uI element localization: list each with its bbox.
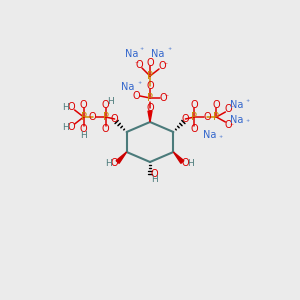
Text: ⁺: ⁺ bbox=[218, 134, 222, 142]
Polygon shape bbox=[173, 152, 184, 163]
Text: O: O bbox=[182, 158, 189, 168]
Text: H: H bbox=[62, 103, 69, 112]
Text: O: O bbox=[190, 100, 198, 110]
Text: ⁻: ⁻ bbox=[230, 103, 233, 112]
Text: ⁺: ⁺ bbox=[138, 80, 142, 88]
Text: P: P bbox=[147, 93, 153, 103]
Text: H: H bbox=[105, 158, 112, 167]
Polygon shape bbox=[148, 111, 152, 122]
Text: P: P bbox=[147, 71, 153, 81]
Text: H: H bbox=[107, 97, 114, 106]
Text: O: O bbox=[135, 60, 143, 70]
Text: Na: Na bbox=[125, 49, 139, 59]
Text: P: P bbox=[191, 112, 197, 122]
Text: O: O bbox=[146, 58, 154, 68]
Text: O: O bbox=[225, 104, 232, 114]
Text: Na: Na bbox=[151, 49, 165, 59]
Text: O: O bbox=[102, 124, 110, 134]
Text: H: H bbox=[80, 130, 87, 140]
Text: O: O bbox=[68, 122, 75, 132]
Text: Na: Na bbox=[121, 82, 135, 92]
Text: O: O bbox=[182, 114, 189, 124]
Text: Na: Na bbox=[230, 115, 243, 125]
Text: O: O bbox=[150, 169, 158, 179]
Text: P: P bbox=[81, 112, 87, 122]
Text: O: O bbox=[158, 61, 166, 71]
Text: P: P bbox=[213, 112, 219, 122]
Text: O: O bbox=[190, 124, 198, 134]
Text: H: H bbox=[187, 158, 194, 167]
Text: ⁻: ⁻ bbox=[164, 92, 168, 101]
Text: O: O bbox=[111, 114, 119, 124]
Polygon shape bbox=[116, 152, 127, 163]
Text: H: H bbox=[62, 122, 69, 131]
Text: O: O bbox=[68, 102, 75, 112]
Text: H: H bbox=[151, 176, 158, 184]
Text: ⁺: ⁺ bbox=[167, 46, 171, 56]
Text: ⁺: ⁺ bbox=[245, 98, 249, 106]
Text: O: O bbox=[89, 112, 96, 122]
Text: Na: Na bbox=[203, 130, 216, 140]
Text: O: O bbox=[204, 112, 211, 122]
Text: O: O bbox=[80, 100, 87, 110]
Text: ⁻: ⁻ bbox=[230, 122, 233, 130]
Text: O: O bbox=[225, 120, 232, 130]
Text: O: O bbox=[146, 81, 154, 91]
Text: O: O bbox=[132, 91, 140, 101]
Text: ⁻: ⁻ bbox=[134, 59, 138, 68]
Text: O: O bbox=[213, 100, 220, 110]
Text: O: O bbox=[80, 124, 87, 134]
Text: ⁺: ⁺ bbox=[245, 118, 249, 127]
Text: O: O bbox=[159, 93, 167, 103]
Text: Na: Na bbox=[230, 100, 243, 110]
Text: O: O bbox=[102, 100, 110, 110]
Text: O: O bbox=[146, 103, 154, 113]
Text: ⁻: ⁻ bbox=[163, 60, 167, 69]
Text: O: O bbox=[111, 158, 119, 168]
Text: P: P bbox=[103, 112, 109, 122]
Text: ⁺: ⁺ bbox=[140, 46, 144, 56]
